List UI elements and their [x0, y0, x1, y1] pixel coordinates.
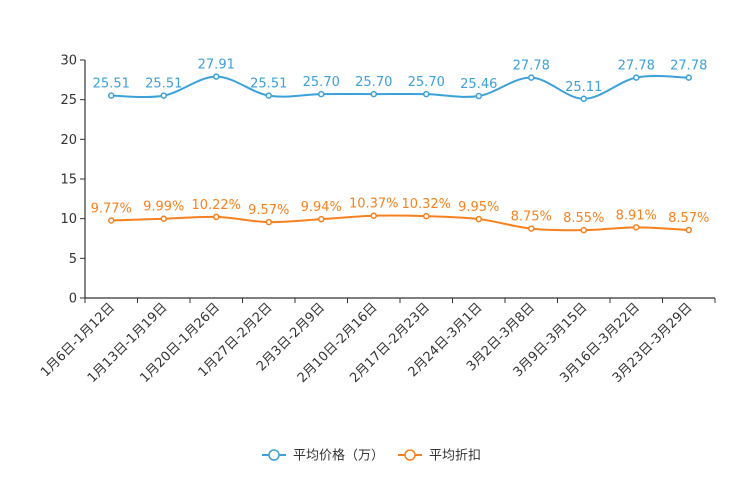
- data-label: 9.94%: [301, 200, 342, 215]
- data-label: 8.55%: [563, 211, 604, 226]
- y-tick-label: 30: [60, 54, 77, 69]
- data-label: 10.32%: [401, 197, 451, 212]
- data-label: 25.70: [355, 75, 392, 90]
- data-point[interactable]: [475, 92, 482, 100]
- data-label: 25.46: [460, 77, 497, 92]
- data-point[interactable]: [580, 95, 587, 103]
- data-point[interactable]: [528, 225, 535, 232]
- data-label: 25.51: [93, 77, 130, 92]
- data-point[interactable]: [423, 212, 430, 220]
- data-point[interactable]: [580, 226, 587, 234]
- data-point[interactable]: [423, 90, 430, 98]
- data-label: 25.11: [565, 80, 602, 95]
- data-label: 27.78: [513, 59, 550, 74]
- series-line-avg-discount: [111, 214, 689, 232]
- y-tick-label: 15: [60, 173, 77, 188]
- data-point[interactable]: [633, 224, 640, 231]
- data-point[interactable]: [213, 73, 220, 80]
- data-point[interactable]: [265, 218, 272, 226]
- data-label: 27.91: [198, 58, 235, 73]
- data-label: 9.77%: [91, 201, 132, 216]
- data-label: 25.51: [145, 77, 182, 92]
- legend-item-avg-price[interactable]: 平均价格（万）: [262, 448, 384, 464]
- data-label: 25.70: [303, 75, 340, 90]
- legend-item-avg-discount[interactable]: 平均折扣: [398, 449, 481, 464]
- data-point[interactable]: [685, 74, 692, 81]
- data-point[interactable]: [160, 215, 167, 222]
- legend[interactable]: 平均价格（万） 平均折扣: [262, 448, 481, 464]
- data-point[interactable]: [108, 92, 115, 99]
- legend-label: 平均价格（万）: [293, 448, 384, 464]
- y-tick-label: 0: [69, 292, 77, 307]
- data-label: 8.57%: [668, 211, 709, 226]
- data-label: 8.91%: [616, 208, 657, 223]
- data-label: 9.95%: [458, 200, 499, 215]
- data-point[interactable]: [318, 215, 325, 223]
- data-label: 9.99%: [143, 200, 184, 215]
- data-labels: 25.51 25.51 27.91 25.51 25.70 25.70 25.70 25.46…: [91, 58, 710, 227]
- data-point[interactable]: [528, 74, 535, 81]
- data-point[interactable]: [633, 74, 640, 81]
- data-label: 27.78: [618, 59, 655, 74]
- data-label: 27.78: [670, 59, 707, 74]
- data-point[interactable]: [475, 215, 482, 223]
- series-line-avg-price: [111, 75, 689, 100]
- data-point[interactable]: [265, 92, 272, 99]
- series-layer: [108, 73, 692, 234]
- data-label: 25.51: [250, 77, 287, 92]
- data-point[interactable]: [160, 92, 167, 99]
- y-tick-label: 10: [60, 212, 77, 227]
- legend-label: 平均折扣: [429, 449, 481, 464]
- data-label: 9.57%: [248, 203, 289, 218]
- legend-marker-icon: [268, 449, 280, 461]
- legend-marker-icon: [404, 449, 416, 461]
- data-point[interactable]: [108, 217, 115, 224]
- data-label: 25.70: [408, 75, 445, 90]
- data-point[interactable]: [370, 90, 377, 98]
- data-label: 10.37%: [349, 197, 399, 212]
- y-tick-label: 25: [60, 93, 77, 108]
- data-label: 8.75%: [511, 210, 552, 225]
- y-tick-label: 5: [69, 252, 77, 267]
- y-tick-label: 20: [60, 133, 77, 148]
- data-point[interactable]: [370, 212, 377, 219]
- data-point[interactable]: [685, 226, 692, 234]
- data-point[interactable]: [318, 90, 325, 98]
- data-label: 10.22%: [191, 198, 241, 213]
- data-point[interactable]: [213, 213, 220, 221]
